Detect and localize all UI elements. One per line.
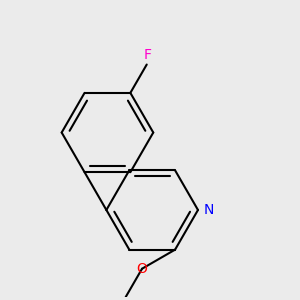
Text: O: O (136, 262, 148, 276)
Text: N: N (203, 203, 214, 217)
Text: F: F (144, 48, 152, 62)
